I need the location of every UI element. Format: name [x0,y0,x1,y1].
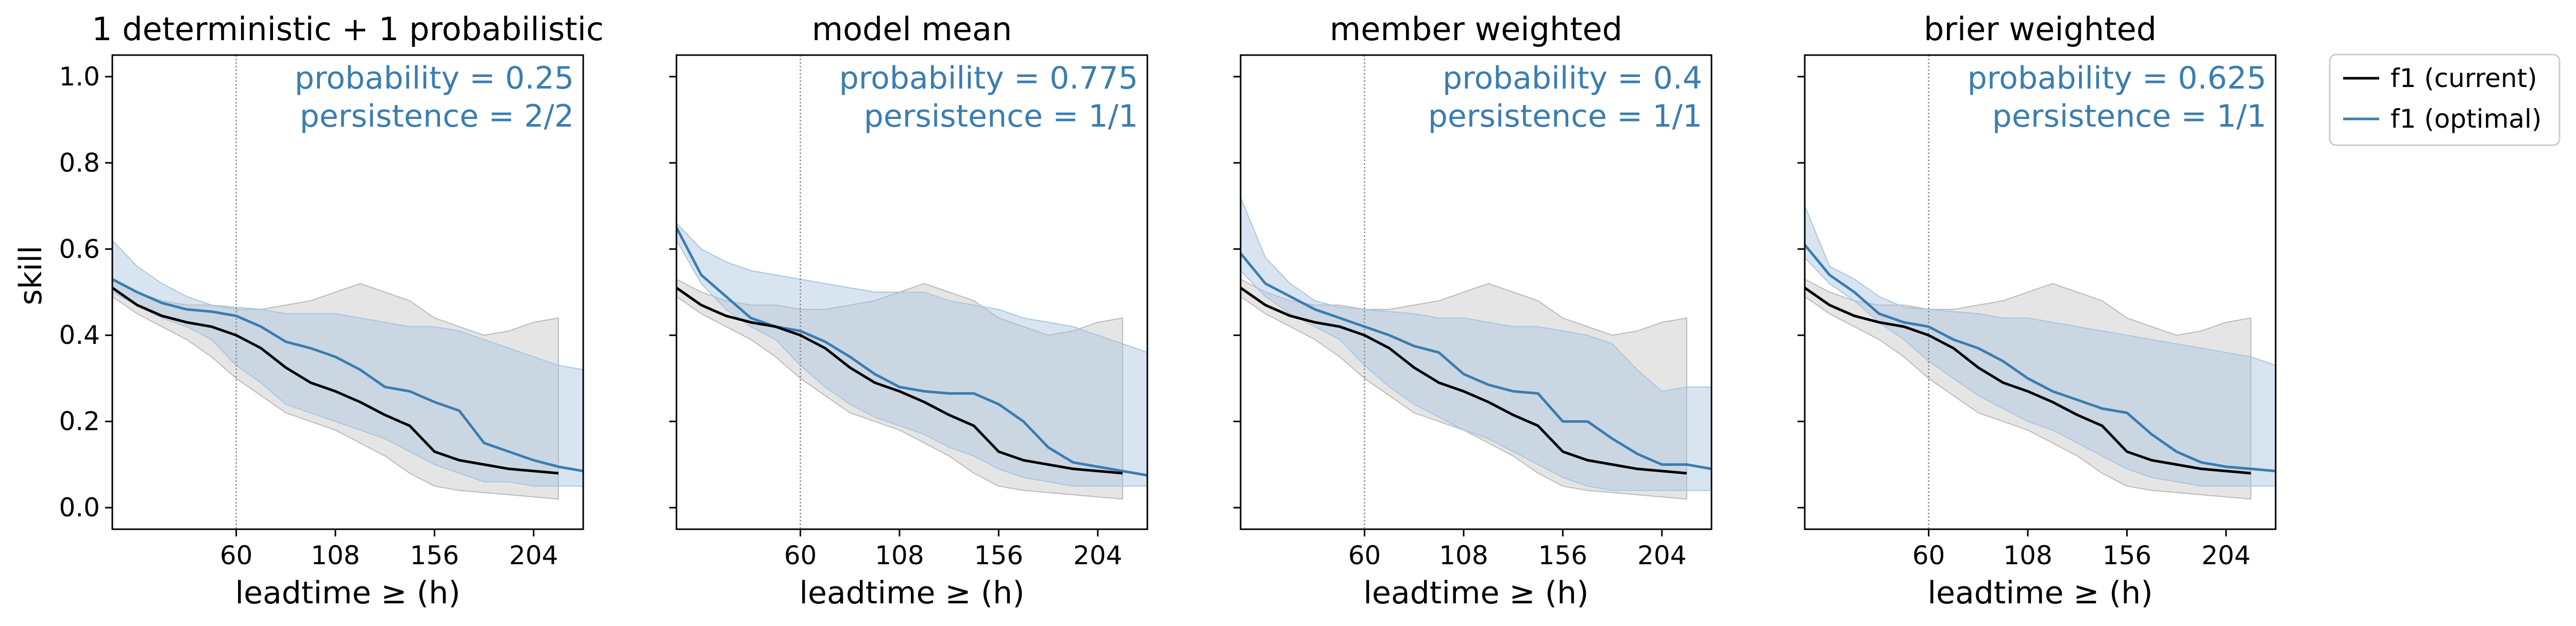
plot-area [1241,55,1711,529]
annotation-probability: probability = 0.25 [295,60,574,96]
series-line-optimal [112,278,583,473]
band-current [1241,279,1687,500]
y-axis-label-group: skill [13,246,49,305]
series-line-current [1241,287,1687,475]
x-tick-label: 156 [410,541,459,570]
annotation-probability: probability = 0.4 [1443,60,1702,96]
x-axis-label: leadtime ≥ (h) [799,575,1024,611]
legend: f1 (current) f1 (optimal) [2329,54,2561,146]
panel-2: 60 108 156 204 model mean leadtime ≥ (h) proba… [669,10,1148,611]
y-tick-label: 0.4 [59,320,100,350]
series-line-current [112,287,559,475]
annotation-persistence: persistence = 1/1 [1428,98,1702,134]
panel-4: 60 108 156 204 brier weighted leadtime ≥ (h) p… [1798,10,2277,611]
axes-frame [1240,54,1713,530]
plot-area [112,55,583,529]
x-tick-label: 60 [1912,541,1945,570]
series-line-optimal [676,227,1147,477]
panel-1: 0.0 0.2 0.4 0.6 0.8 1.0 60 108 156 204 1 determini… [59,10,603,611]
axes-frame [111,54,584,530]
panel-title: 1 deterministic + 1 probabilistic [92,10,604,48]
legend-frame [2329,54,2561,146]
x-tick-label: 108 [2003,541,2052,570]
x-tick-label: 108 [311,541,360,570]
x-axis-label: leadtime ≥ (h) [1927,575,2153,611]
y-tick-label: 0.0 [59,493,100,523]
band-optimal [1805,205,2276,487]
series-line-optimal [1241,252,1711,471]
band-optimal [1241,197,1711,491]
band-current [112,279,559,500]
panel-title: model mean [812,10,1012,48]
x-tick-label: 204 [509,541,558,570]
y-tick-label: 0.6 [59,234,100,264]
plot-area [676,55,1147,529]
legend-label-optimal: f1 (optimal) [2391,104,2541,134]
y-tick-label: 0.2 [59,407,100,437]
x-tick-label: 156 [2103,541,2151,570]
y-tick-label: 1.0 [59,62,100,92]
x-tick-label: 60 [784,541,817,570]
x-tick-label: 60 [1348,541,1381,570]
y-axis-label: skill [13,246,49,305]
x-axis-label: leadtime ≥ (h) [1363,575,1588,611]
band-current [676,279,1123,500]
panel-3: 60 108 156 204 member weighted leadtime ≥ (h)… [1233,10,1713,611]
band-optimal [676,222,1147,487]
panel-title: brier weighted [1924,10,2157,48]
x-tick-label: 156 [1538,541,1587,570]
annotation-probability: probability = 0.625 [1968,60,2266,96]
annotation-persistence: persistence = 2/2 [300,98,574,134]
axes-frame [675,54,1148,530]
annotation-persistence: persistence = 1/1 [864,98,1138,134]
panel-title: member weighted [1330,10,1622,48]
plot-area [1805,55,2276,529]
x-tick-label: 204 [1637,541,1686,570]
x-tick-label: 60 [220,541,253,570]
panels: 0.0 0.2 0.4 0.6 0.8 1.0 60 108 156 204 1 determini… [59,10,2277,611]
x-tick-label: 204 [2201,541,2250,570]
series-line-current [1805,287,2251,475]
y-tick-label: 0.8 [59,148,100,178]
x-tick-label: 108 [875,541,924,570]
axes-frame [1804,54,2277,530]
series-line-current [676,287,1123,475]
annotation-persistence: persistence = 1/1 [1992,98,2266,134]
x-tick-label: 108 [1439,541,1488,570]
band-current [1805,279,2251,500]
legend-label-current: f1 (current) [2391,63,2537,93]
x-tick-label: 204 [1073,541,1122,570]
annotation-probability: probability = 0.775 [839,60,1138,96]
series-line-optimal [1805,244,2276,473]
x-axis-label: leadtime ≥ (h) [235,575,460,611]
x-tick-label: 156 [974,541,1023,570]
